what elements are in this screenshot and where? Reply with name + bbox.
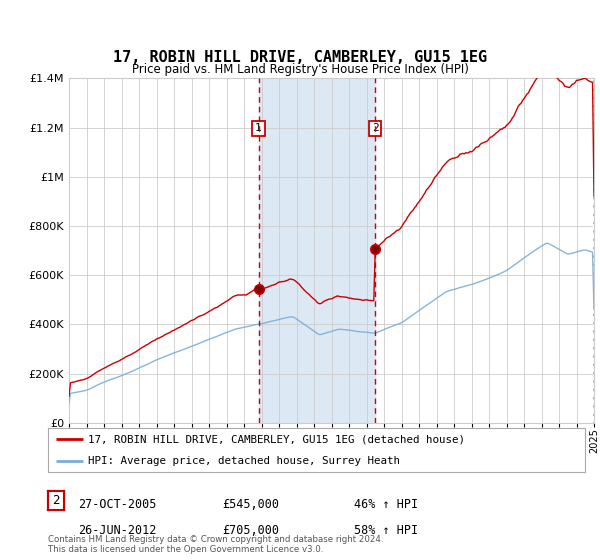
Text: £705,000: £705,000 [222,524,279,537]
Text: Contains HM Land Registry data © Crown copyright and database right 2024.
This d: Contains HM Land Registry data © Crown c… [48,535,383,554]
Text: £545,000: £545,000 [222,497,279,511]
Text: 27-OCT-2005: 27-OCT-2005 [78,497,157,511]
Text: 17, ROBIN HILL DRIVE, CAMBERLEY, GU15 1EG: 17, ROBIN HILL DRIVE, CAMBERLEY, GU15 1E… [113,50,487,65]
Bar [593,78,594,423]
Bar [259,78,375,423]
Text: 58% ↑ HPI: 58% ↑ HPI [354,524,418,537]
Text: 1: 1 [255,123,262,133]
Text: Price paid vs. HM Land Registry's House Price Index (HPI): Price paid vs. HM Land Registry's House … [131,63,469,76]
Text: 2: 2 [52,494,60,507]
Text: HPI: Average price, detached house, Surrey Heath: HPI: Average price, detached house, Surr… [88,456,400,465]
Text: 17, ROBIN HILL DRIVE, CAMBERLEY, GU15 1EG (detached house): 17, ROBIN HILL DRIVE, CAMBERLEY, GU15 1E… [88,434,465,444]
Text: 1: 1 [52,494,60,507]
Bar [593,78,594,423]
Text: 26-JUN-2012: 26-JUN-2012 [78,524,157,537]
Text: 46% ↑ HPI: 46% ↑ HPI [354,497,418,511]
Text: 2: 2 [371,123,379,133]
